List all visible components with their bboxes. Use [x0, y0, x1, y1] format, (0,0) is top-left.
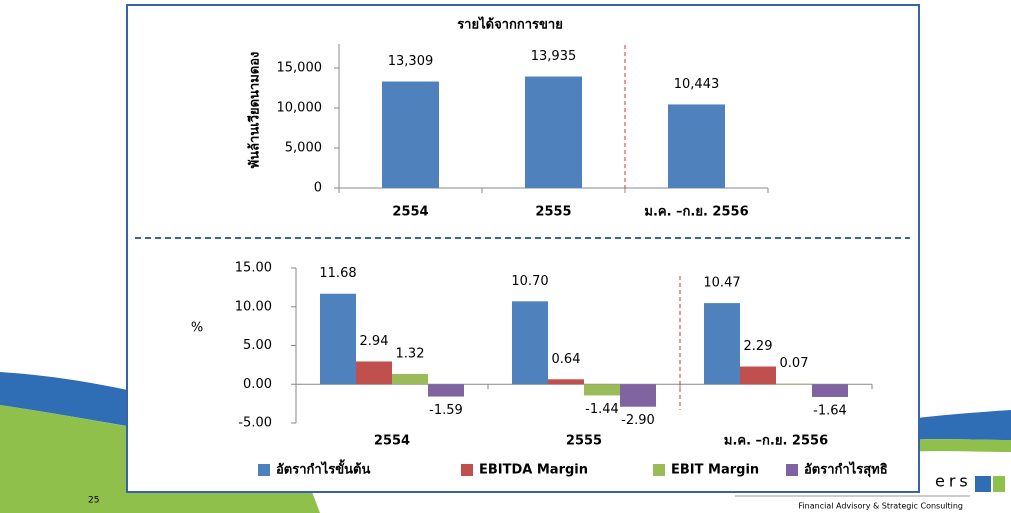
legend-swatch: [461, 464, 473, 476]
bar: [776, 384, 812, 385]
value-label: 13,935: [531, 49, 577, 64]
x-tick-label: 2555: [535, 205, 571, 220]
y-tick-label: 15,000: [277, 61, 323, 76]
bar: [812, 384, 848, 397]
y-tick-label: 0.00: [243, 377, 272, 392]
y-tick-label: 5.00: [243, 338, 272, 353]
y-tick-label: 10,000: [277, 101, 323, 116]
legend-swatch: [258, 464, 270, 476]
bar: [584, 384, 620, 395]
value-label: 0.64: [552, 352, 581, 367]
value-label: 2.94: [360, 334, 389, 349]
chart-title: รายได้จากการขาย: [457, 16, 563, 33]
y-tick-label: -5.00: [238, 416, 272, 431]
slide: 25 ers Financial Advisory & Strategic Co…: [0, 0, 1011, 513]
company-fragment: ers: [935, 472, 972, 491]
y-tick-label: 15.00: [235, 261, 272, 276]
value-label: 10,443: [674, 77, 720, 92]
value-label: 13,309: [388, 54, 434, 69]
bar: [704, 303, 740, 384]
bar: [512, 301, 548, 384]
x-tick-label: ม.ค. –ก.ย. 2556: [644, 205, 748, 220]
page: 25 ers Financial Advisory & Strategic Co…: [0, 0, 1011, 513]
bar: [320, 294, 356, 385]
y-tick-label: 10.00: [235, 299, 272, 314]
value-label: 0.07: [780, 356, 809, 371]
bar: [548, 379, 584, 384]
bar: [428, 384, 464, 396]
page-number: 25: [88, 496, 99, 506]
x-tick-label: 2555: [566, 434, 602, 449]
legend-label: EBIT Margin: [671, 463, 759, 478]
bar: [620, 384, 656, 406]
y-axis-label: %: [191, 321, 203, 336]
value-label: -1.64: [813, 403, 847, 418]
value-label: -1.44: [585, 402, 619, 417]
bar: [382, 82, 439, 188]
value-label: 1.32: [396, 347, 425, 362]
value-label: 11.68: [319, 266, 356, 281]
legend-label: EBITDA Margin: [479, 463, 588, 478]
y-tick-label: 0: [314, 181, 322, 196]
bar: [740, 367, 776, 385]
value-label: -1.59: [429, 403, 463, 418]
tagline: Financial Advisory & Strategic Consultin…: [798, 502, 963, 511]
logo: [993, 476, 1005, 492]
x-tick-label: ม.ค. –ก.ย. 2556: [724, 434, 828, 449]
legend-swatch: [653, 464, 665, 476]
legend-label: อัตรากำไรสุทธิ: [804, 461, 888, 478]
y-tick-label: 5,000: [285, 141, 322, 156]
value-label: -2.90: [621, 413, 655, 428]
x-tick-label: 2554: [392, 205, 428, 220]
y-axis-label: พันล้านเวียดนามดอง: [247, 52, 263, 169]
bar: [668, 104, 725, 188]
bar: [392, 374, 428, 384]
logo: [975, 476, 991, 492]
x-tick-label: 2554: [374, 434, 410, 449]
legend-swatch: [786, 464, 798, 476]
value-label: 2.29: [744, 339, 773, 354]
value-label: 10.70: [511, 274, 548, 289]
value-label: 10.47: [703, 276, 740, 291]
bar: [525, 77, 582, 188]
bar: [356, 361, 392, 384]
